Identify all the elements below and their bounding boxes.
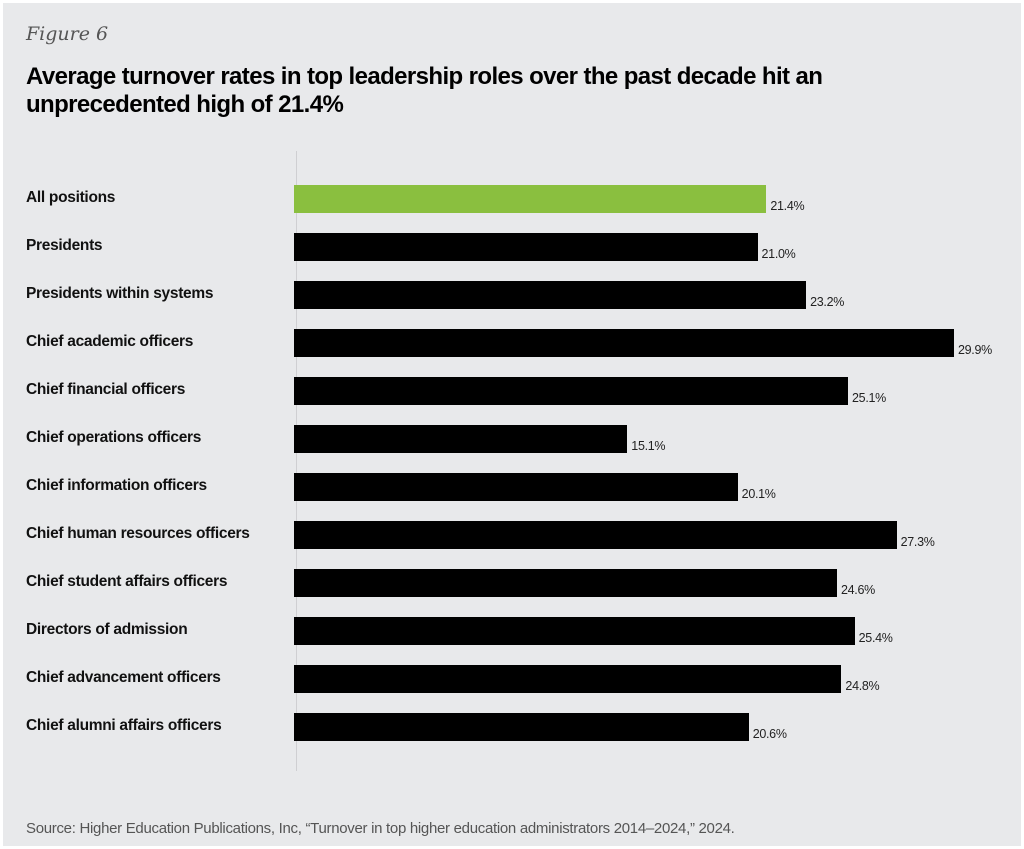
category-label: Chief financial officers	[26, 381, 186, 398]
bar	[294, 185, 767, 213]
figure-label: Figure 6	[26, 23, 109, 45]
category-label: Chief alumni affairs officers	[26, 717, 222, 734]
data-label: 20.1%	[741, 487, 776, 501]
category-label: Chief advancement officers	[26, 669, 221, 686]
category-label: Presidents within systems	[26, 285, 214, 302]
y-axis-line	[296, 151, 297, 771]
data-label: 15.1%	[631, 439, 666, 453]
category-label: Chief student affairs officers	[26, 573, 228, 590]
bar	[294, 713, 749, 741]
source-note: Source: Higher Education Publications, I…	[26, 820, 735, 837]
bar	[294, 233, 758, 261]
category-label: Chief operations officers	[26, 429, 202, 446]
data-label: 29.9%	[958, 343, 992, 357]
bar	[294, 377, 849, 405]
category-label: Chief human resources officers	[26, 525, 250, 542]
data-label: 21.0%	[761, 247, 796, 261]
bar	[294, 425, 628, 453]
category-label: Presidents	[26, 237, 103, 254]
data-label: 24.6%	[841, 583, 875, 597]
bar	[294, 665, 842, 693]
bar	[294, 617, 855, 645]
category-label: Chief information officers	[26, 477, 207, 494]
category-label: All positions	[26, 189, 116, 206]
chart-title: Average turnover rates in top leadership…	[26, 63, 823, 118]
data-label: 21.4%	[770, 199, 805, 213]
bar	[294, 521, 897, 549]
data-label: 20.6%	[752, 727, 787, 741]
data-label: 24.8%	[845, 679, 880, 693]
bar	[294, 473, 738, 501]
data-label: 25.4%	[858, 631, 893, 645]
data-label: 25.1%	[852, 391, 886, 405]
category-label: Directors of admission	[26, 621, 188, 638]
data-label: 27.3%	[900, 535, 935, 549]
bar	[294, 281, 807, 309]
bar	[294, 569, 837, 597]
data-label: 23.2%	[810, 295, 845, 309]
bar	[294, 329, 954, 357]
category-label: Chief academic officers	[26, 333, 194, 350]
figure-panel: Figure 6 Average turnover rates in top l…	[3, 3, 1021, 846]
